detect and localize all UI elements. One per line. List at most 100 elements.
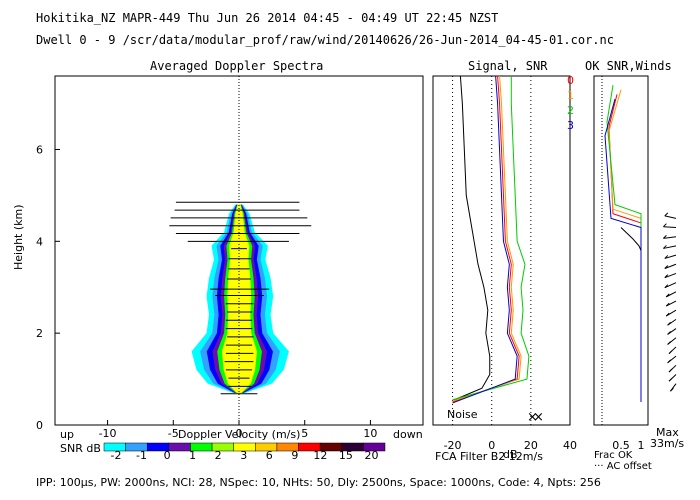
down-label: down [393, 428, 423, 441]
wind-barb-head-12 [664, 274, 669, 279]
frac-ok-series-1 [608, 89, 642, 400]
header-dwell-path: Dwell 0 - 9 /scr/data/modular_prof/raw/w… [36, 33, 614, 47]
wind-barb-head-13 [664, 265, 669, 269]
wind-barb-head-8 [665, 312, 670, 317]
frac-ok-series-black [620, 227, 642, 251]
wind-barbs [663, 212, 677, 392]
colorbar-tick-label: 12 [313, 449, 327, 462]
y-tick-label: 0 [36, 419, 43, 432]
x-tick-label: 0 [236, 427, 243, 440]
x-tick-label: -10 [99, 427, 117, 440]
colorbar-tick-label: 9 [291, 449, 298, 462]
wind-barb-10 [665, 291, 677, 298]
snr-lines [452, 75, 530, 404]
wind-barb-14 [664, 254, 677, 259]
snr-panel-frame [432, 75, 571, 426]
wind-barb-head-17 [663, 223, 667, 228]
footer-parameters: IPP: 100μs, PW: 2000ns, NCI: 28, NSpec: … [36, 476, 601, 489]
snr-series-3 [452, 75, 518, 404]
wind-barb-head-16 [663, 235, 667, 239]
wind-barb-16 [663, 236, 677, 239]
snr-grid [452, 76, 532, 425]
frac-ok-panel-frame [593, 75, 649, 426]
snr-x-tick-label: 20 [524, 439, 538, 452]
header-title: Hokitika_NZ MAPR-449 Thu Jun 26 2014 04:… [36, 11, 498, 25]
frac-ok-x-tick-label: 0.5 [612, 439, 630, 452]
colorbar-tick-label: 0 [164, 449, 171, 462]
y-tick-label: 2 [36, 327, 43, 340]
wind-barb-13 [664, 263, 677, 269]
wind-barb-head-0 [670, 387, 674, 392]
snr-colorbar [103, 442, 386, 452]
snr-legend-1: 1 [567, 89, 574, 102]
up-label: up [60, 428, 74, 441]
snr-series-1 [452, 75, 522, 402]
spectra-title: Averaged Doppler Spectra [150, 59, 323, 73]
snr-marker-green: × [533, 410, 544, 425]
wind-barb-17 [663, 226, 677, 229]
wind-barb-11 [664, 282, 677, 289]
wind-barb-head-1 [668, 377, 673, 382]
max-value: 33m/s [650, 437, 684, 450]
noise-annotation: Noise [447, 408, 478, 421]
wind-barb-head-18 [664, 212, 669, 217]
frac-ok-series-3 [604, 98, 642, 403]
wind-barb-head-3 [667, 359, 671, 364]
wind-barb-12 [664, 272, 677, 279]
snr-series-Signal [454, 75, 491, 401]
colorbar-tick-label: 6 [266, 449, 273, 462]
max-label: Max [656, 426, 679, 439]
colorbar-tick-label: 15 [339, 449, 353, 462]
winds-title: OK SNR,Winds [585, 59, 672, 73]
colorbar-tick-label: -2 [111, 449, 122, 462]
snr-x-tick-label: -20 [444, 439, 462, 452]
snr-legend: 0 1 2 3 [567, 74, 574, 132]
wind-barb-head-6 [667, 331, 671, 335]
frac-ok-label: Frac OK [594, 450, 633, 461]
colorbar-tick-label: 3 [240, 449, 247, 462]
snr-legend-2: 2 [567, 104, 574, 117]
colorbar-swatch [168, 442, 191, 452]
snr-x-tick-label: 0 [488, 439, 495, 452]
fca-filter-label: FCA Filter B2 12m/s [435, 450, 543, 463]
wind-barb-18 [664, 215, 677, 219]
colorbar-tick-label: -1 [136, 449, 147, 462]
snr-axis-label: dB [503, 448, 518, 461]
snr-legend-0: 0 [567, 74, 574, 87]
snr-series-0 [452, 75, 520, 403]
spectra-y-ticks: 0 2 4 6 [36, 143, 60, 432]
spectra-contour [191, 204, 289, 393]
wind-barb-head-14 [664, 255, 669, 259]
snr-x-ticks: -20 0 20 40 [444, 439, 577, 452]
wind-barb-head-2 [668, 368, 673, 373]
frac-ok-x-ticks: 0.5 1 [612, 439, 644, 452]
wind-barb-head-15 [663, 245, 667, 249]
snr-title: Signal, SNR [468, 59, 548, 73]
wind-barb-15 [663, 245, 677, 249]
frac-ok-series-0 [608, 94, 642, 400]
colorbar-label: SNR dB [60, 442, 101, 455]
y-tick-label: 6 [36, 143, 43, 156]
wind-barb-head-9 [665, 302, 670, 307]
wind-barb-head-10 [665, 293, 670, 298]
wind-barb-head-11 [664, 284, 669, 289]
snr-series-2 [452, 76, 530, 401]
height-axis-label: Height (km) [12, 204, 25, 270]
wind-barb-head-5 [667, 341, 671, 345]
colorbar-tick-label: 20 [364, 449, 378, 462]
wind-barb-9 [665, 300, 677, 307]
spectra-x-ticks: -10 -5 0 5 10 [99, 420, 377, 440]
x-tick-label: 10 [363, 427, 377, 440]
snr-x-tick-label: 40 [563, 439, 577, 452]
wind-barb-head-7 [667, 321, 671, 326]
snr-marker-red: × [527, 410, 538, 425]
x-tick-label: 5 [301, 427, 308, 440]
x-tick-label: -5 [168, 427, 179, 440]
spectral-width-bars [169, 201, 312, 395]
y-tick-label: 4 [36, 235, 43, 248]
colorbar-swatch [363, 442, 386, 452]
ac-offset-text: AC offset [607, 461, 652, 472]
colorbar-tick-label: 2 [215, 449, 222, 462]
frac-ok-x-tick-label: 1 [638, 439, 645, 452]
